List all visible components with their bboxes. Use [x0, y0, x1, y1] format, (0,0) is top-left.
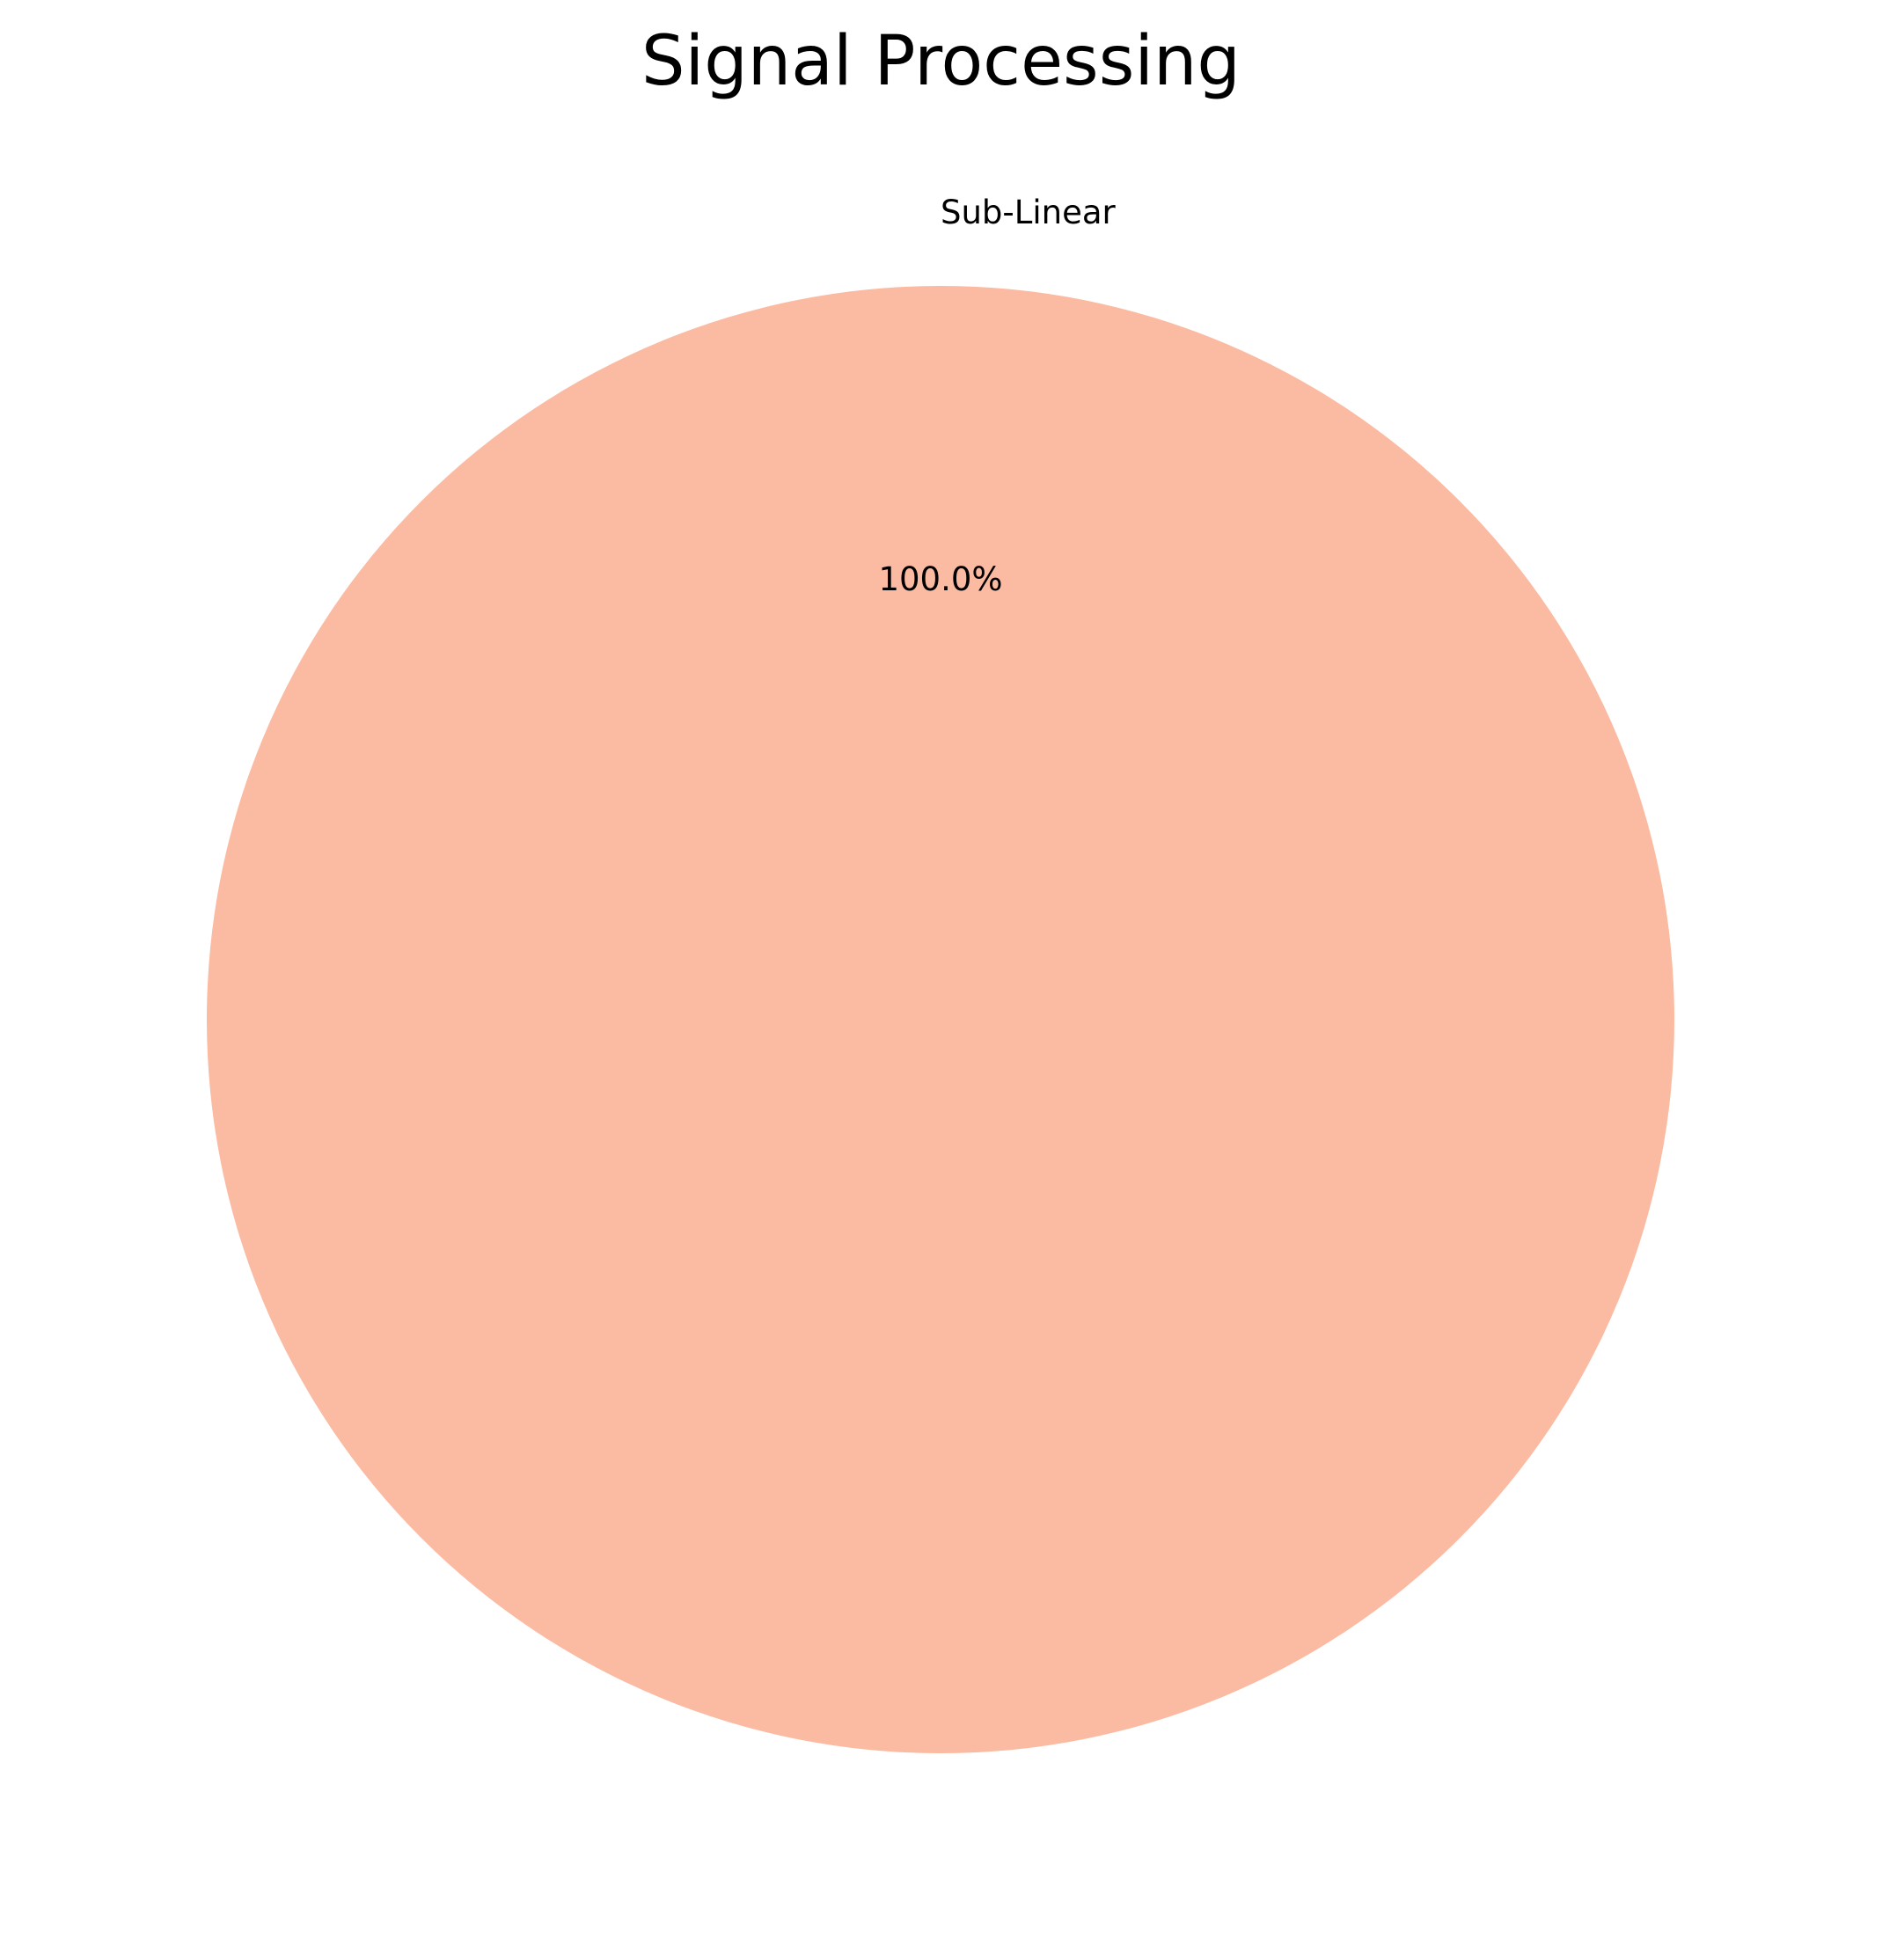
pie-slice-sub-linear	[207, 286, 1674, 1753]
pie-percent-label: 100.0%	[878, 560, 1002, 598]
pie-category-label: Sub-Linear	[941, 194, 1117, 231]
pie-slices	[207, 286, 1674, 1753]
chart-title: Signal Processing	[641, 22, 1241, 101]
pie-labels: 100.0% Sub-Linear	[878, 194, 1116, 598]
